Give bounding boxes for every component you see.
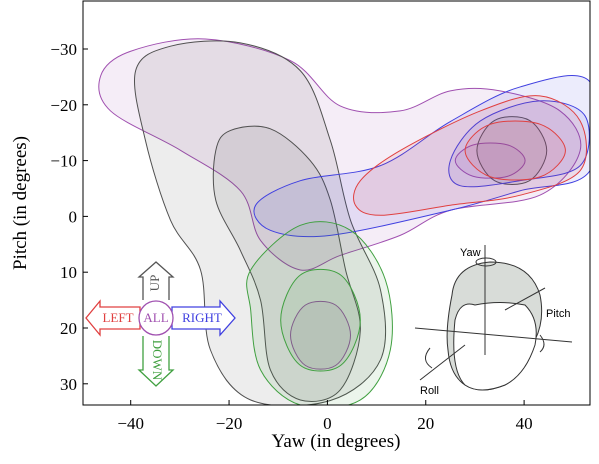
x-tick-label: −40 bbox=[117, 414, 144, 433]
contour bbox=[281, 269, 361, 371]
y-axis-label: Pitch (in degrees) bbox=[10, 136, 31, 270]
y-tick-label: −30 bbox=[50, 40, 77, 59]
x-tick-label: −20 bbox=[216, 414, 243, 433]
all-label: ALL bbox=[143, 310, 168, 325]
y-tick-label: 0 bbox=[69, 207, 78, 226]
y-tick-label: 20 bbox=[60, 319, 77, 338]
x-tick-label: 40 bbox=[516, 414, 533, 433]
yaw-annotation: Yaw bbox=[460, 247, 481, 259]
y-tick-label: 10 bbox=[60, 263, 77, 282]
page: {"chart_data":{"type":"contour", "x_labe… bbox=[0, 0, 599, 464]
up-label: UP bbox=[147, 275, 162, 292]
y-tick-label: −20 bbox=[50, 96, 77, 115]
x-tick-label: 0 bbox=[323, 414, 332, 433]
roll-annotation: Roll bbox=[420, 385, 439, 397]
x-axis-label: Yaw (in degrees) bbox=[272, 431, 401, 452]
x-tick-label: 20 bbox=[417, 414, 434, 433]
left-label: LEFT bbox=[102, 310, 133, 325]
contour bbox=[465, 121, 565, 180]
y-tick-label: 30 bbox=[60, 375, 77, 394]
down-label: DOWN bbox=[150, 340, 165, 381]
pitch-annotation: Pitch bbox=[546, 308, 570, 320]
right-label: RIGHT bbox=[182, 310, 222, 325]
y-tick-label: −10 bbox=[50, 152, 77, 171]
chart: Yaw (in degrees) Pitch (in degrees) UP D… bbox=[0, 0, 599, 459]
